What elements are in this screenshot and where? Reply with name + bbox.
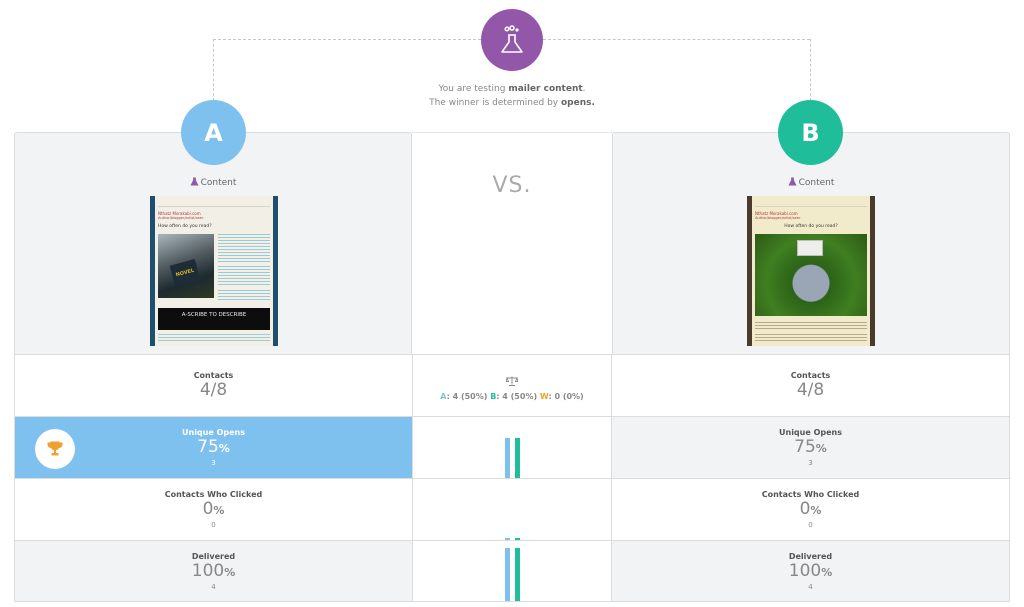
- clicked-a: Contacts Who Clicked 0% 0: [14, 479, 412, 540]
- contacts-b: Contacts 4/8: [612, 355, 1010, 416]
- variant-a-panel: Content Nthatz Morakabi.com Author/blogg…: [14, 132, 412, 354]
- email-preview-a[interactable]: Nthatz Morakabi.com Author/blogger/artis…: [150, 196, 278, 346]
- metric-row-unique-opens: Unique Opens 75% 3 Unique Opens 75% 3: [14, 416, 1010, 478]
- test-description: You are testing mailer content. The winn…: [429, 84, 595, 108]
- connector-line: [810, 39, 811, 101]
- email-preview-b[interactable]: Nthatz Morakabi.com Author/blogger/artis…: [747, 196, 875, 346]
- bar-a: [505, 548, 510, 601]
- delivered-bars: [412, 541, 612, 601]
- content-label: Content: [15, 177, 411, 189]
- unique-opens-b: Unique Opens 75% 3: [612, 417, 1010, 478]
- email-image: NOVEL: [158, 234, 214, 298]
- bar-a: [505, 538, 510, 540]
- balance-scale-icon: [505, 371, 519, 390]
- flask-icon: [481, 9, 543, 71]
- delivered-a: Delivered 100% 4: [14, 541, 412, 601]
- connector-line: [213, 39, 214, 101]
- trophy-icon: [35, 429, 75, 469]
- contacts-split: A: 4 (50%) B: 4 (50%) W: 0 (0%): [412, 355, 612, 416]
- unique-opens-a: Unique Opens 75% 3: [14, 417, 412, 478]
- bar-b: [515, 538, 520, 540]
- bar-b: [515, 548, 520, 601]
- connector-line: [543, 39, 810, 40]
- flask-icon: [190, 177, 199, 189]
- flask-icon: [788, 177, 797, 189]
- variant-a-badge: A: [181, 100, 246, 165]
- email-image: [755, 234, 867, 316]
- variant-b-badge: B: [778, 100, 843, 165]
- metric-row-contacts: Contacts 4/8 A: 4 (50%) B: 4 (50%) W: 0 …: [14, 354, 1010, 416]
- vs-label: VS.: [412, 132, 612, 354]
- variant-b-panel: Content Nthatz Morakabi.com Author/blogg…: [612, 132, 1010, 354]
- content-label: Content: [613, 177, 1009, 189]
- connector-line: [213, 39, 481, 40]
- bar-b: [515, 438, 520, 478]
- contacts-a: Contacts 4/8: [14, 355, 412, 416]
- bar-a: [505, 438, 510, 478]
- metric-row-delivered: Delivered 100% 4 Delivered 100% 4: [14, 540, 1010, 602]
- clicked-b: Contacts Who Clicked 0% 0: [612, 479, 1010, 540]
- unique-opens-bars: [412, 417, 612, 478]
- clicked-bars: [412, 479, 612, 540]
- metric-row-contacts-clicked: Contacts Who Clicked 0% 0 Contacts Who C…: [14, 478, 1010, 540]
- delivered-b: Delivered 100% 4: [612, 541, 1010, 601]
